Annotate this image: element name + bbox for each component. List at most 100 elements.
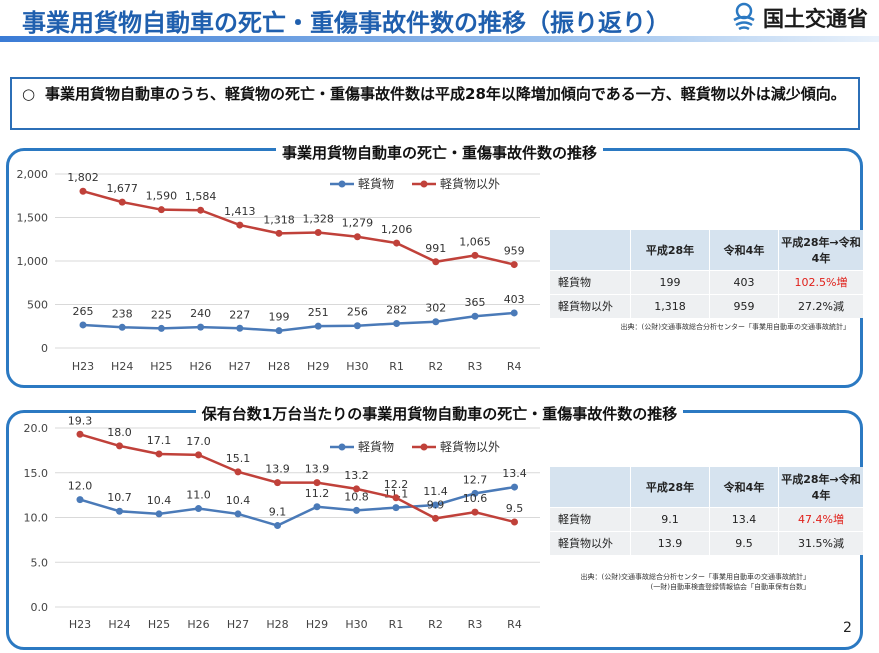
- chart2-point: [76, 430, 84, 438]
- chart1-legend-label: 軽貨物: [358, 176, 394, 191]
- chart2-data-label: 13.9: [305, 463, 330, 476]
- table-row-label: 軽貨物以外: [549, 293, 631, 318]
- table-cell-change: 27.2%減: [778, 293, 863, 318]
- chart1-y-tick-label: 1,000: [17, 255, 49, 268]
- chart2-point: [234, 510, 242, 518]
- table-cell-change: 47.4%増: [778, 506, 863, 531]
- chart2-legend-label: 軽貨物: [358, 439, 394, 454]
- chart1-point: [275, 327, 283, 335]
- table-header-r4: 令和4年: [709, 230, 779, 270]
- chart1-point: [314, 322, 322, 330]
- header: 事業用貨物自動車の死亡・重傷事故件数の推移（振り返り）: [0, 0, 879, 44]
- chart2-point: [313, 479, 321, 487]
- chart1-data-label: 256: [347, 306, 368, 319]
- chart1-point: [275, 229, 283, 237]
- chart1-point: [236, 324, 244, 332]
- chart1-x-tick-label: R4: [507, 360, 522, 373]
- chart2-data-label: 11.0: [186, 489, 211, 502]
- chart2-point: [155, 450, 163, 458]
- ministry-emblem-icon: [733, 2, 755, 30]
- chart2-point: [511, 518, 518, 526]
- chart2-data-label: 17.0: [186, 435, 211, 448]
- chart2-y-tick-label: 10.0: [24, 512, 49, 525]
- table-header-blank: [549, 467, 631, 507]
- summary-box: ○ 事業用貨物自動車のうち、軽貨物の死亡・重傷事故件数は平成28年以降増加傾向で…: [10, 77, 860, 130]
- chart2-data-label: 9.9: [427, 498, 445, 511]
- chart2-data-label: 10.8: [344, 490, 369, 503]
- chart1-point: [236, 221, 244, 229]
- chart1-legend-label: 軽貨物以外: [440, 176, 500, 191]
- chart2-data-label: 10.4: [226, 494, 251, 507]
- chart1-x-tick-label: R3: [468, 360, 483, 373]
- page-title: 事業用貨物自動車の死亡・重傷事故件数の推移（振り返り）: [22, 9, 670, 37]
- table-cell: 959: [709, 293, 779, 318]
- chart2-point: [274, 522, 281, 530]
- chart2-point: [471, 489, 479, 497]
- chart2-series-line: [79, 485, 515, 527]
- chart2-data-label: 18.0: [107, 426, 132, 439]
- chart2-data-label: 10.4: [147, 494, 172, 507]
- chart2-point: [432, 514, 439, 522]
- chart1-data-label: 238: [112, 307, 133, 320]
- chart1-point: [471, 251, 479, 259]
- chart1-data-label: 1,590: [146, 190, 178, 203]
- chart2-data-label: 17.1: [147, 434, 172, 447]
- chart2-point: [471, 508, 479, 516]
- chart1-x-tick-label: R1: [389, 360, 404, 373]
- chart2-point: [195, 505, 202, 513]
- chart1-x-tick-label: H27: [229, 360, 251, 373]
- chart2-legend-label: 軽貨物以外: [440, 439, 500, 454]
- chart1-data-label: 959: [504, 245, 525, 258]
- chart2-x-tick-label: H26: [187, 618, 209, 631]
- table-row: 軽貨物以外 13.9 9.5 31.5%減: [549, 530, 863, 555]
- table-header-change: 平成28年→令和4年: [778, 230, 863, 270]
- chart2-series-line: [79, 433, 515, 524]
- table-header-change: 平成28年→令和4年: [778, 467, 863, 507]
- chart1-data-label: 1,328: [302, 212, 334, 225]
- chart2-x-tick-label: H27: [227, 618, 249, 631]
- chart1-data-label: 1,802: [67, 171, 99, 184]
- chart2-data-label: 13.4: [502, 467, 527, 480]
- chart1-point: [432, 318, 440, 326]
- chart2-x-tick-label: R1: [389, 618, 404, 631]
- chart1-x-tick-label: H29: [307, 360, 329, 373]
- table-cell: 403: [709, 269, 779, 294]
- chart1-legend-marker: [420, 180, 428, 188]
- chart2-data-label: 10.7: [107, 491, 132, 504]
- chart1-point: [79, 321, 87, 329]
- chart1-point: [197, 206, 205, 214]
- chart1-x-tick-label: H28: [268, 360, 290, 373]
- chart1-point: [432, 258, 440, 266]
- source-note-1: 出典：(公財)交通事故総合分析センター「事業用自動車の交通事故統計」: [620, 323, 850, 331]
- source-note-2: 出典：(公財)交通事故総合分析センター「事業用自動車の交通事故統計」 (一財)自…: [560, 572, 810, 592]
- chart1-data-label: 199: [269, 311, 290, 324]
- chart2-x-tick-label: H23: [69, 618, 91, 631]
- chart1-data-label: 251: [308, 306, 329, 319]
- chart2-data-label: 19.3: [68, 414, 93, 427]
- chart1-x-tick-label: H24: [111, 360, 133, 373]
- chart2-point: [313, 503, 321, 511]
- chart1-data-label: 265: [73, 305, 94, 318]
- chart2-data-label: 9.5: [506, 502, 524, 515]
- chart2-point: [155, 510, 163, 518]
- chart2-point: [76, 496, 84, 504]
- summary-bullet: ○: [22, 85, 36, 103]
- chart2-x-tick-label: H29: [306, 618, 328, 631]
- chart2-point: [511, 483, 518, 491]
- chart2-point: [353, 506, 360, 514]
- chart2-point: [195, 451, 202, 459]
- chart1-y-tick-label: 1,500: [17, 212, 49, 225]
- chart1-point: [197, 323, 205, 331]
- chart2-x-tick-label: R3: [468, 618, 483, 631]
- table-header-h28: 平成28年: [630, 230, 710, 270]
- source-note-line: (一財)自動車検査登録情報協会「自動車保有台数」: [650, 583, 810, 591]
- chart2-x-tick-label: H24: [108, 618, 130, 631]
- ministry-logo: 国土交通省: [731, 2, 879, 32]
- table-row-label: 軽貨物: [549, 269, 631, 294]
- chart2-x-tick-label: H25: [148, 618, 170, 631]
- chart1-data-label: 1,677: [106, 182, 138, 195]
- chart2-data-label: 12.2: [384, 478, 409, 491]
- chart1-data-label: 225: [151, 308, 172, 321]
